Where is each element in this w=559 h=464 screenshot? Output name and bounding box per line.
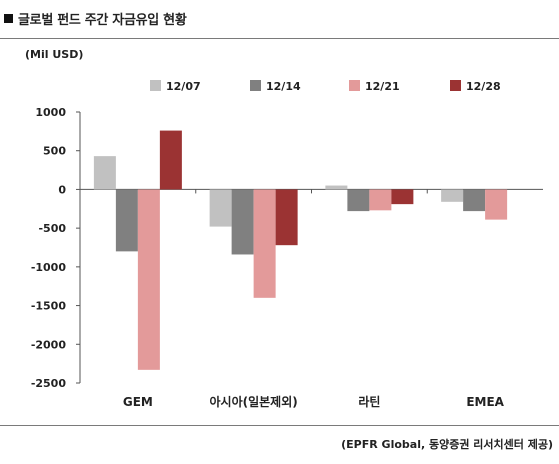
x-category-label: 아시아(일본제외) — [210, 394, 298, 409]
bottom-divider — [0, 425, 559, 426]
title-row: 글로벌 펀드 주간 자금유입 현황 — [4, 8, 187, 28]
legend-label-12/28: 12/28 — [466, 80, 501, 93]
chart-title: 글로벌 펀드 주간 자금유입 현황 — [18, 12, 187, 28]
y-tick-label: -1000 — [31, 261, 67, 274]
y-tick-label: 500 — [43, 145, 66, 158]
bar-12/28-0 — [159, 130, 182, 190]
x-category-label: EMEA — [466, 395, 504, 409]
legend-label-12/07: 12/07 — [166, 80, 201, 93]
legend-swatch-12/28 — [450, 80, 461, 91]
y-tick-label: 0 — [58, 183, 66, 196]
y-tick-label: -2000 — [31, 338, 67, 351]
bar-12/21-0 — [137, 189, 160, 370]
bar-12/21-3 — [485, 189, 508, 220]
legend-label-12/14: 12/14 — [266, 80, 301, 93]
x-category-label: 라틴 — [358, 394, 380, 409]
legend-swatch-12/07 — [150, 80, 161, 91]
bar-12/28-2 — [391, 189, 414, 205]
bar-12/14-2 — [347, 189, 370, 212]
bar-12/21-2 — [369, 189, 392, 211]
bar-12/14-3 — [463, 189, 486, 212]
y-tick-label: 1000 — [35, 106, 66, 119]
bar-12/14-1 — [231, 189, 254, 255]
bar-12/07-2 — [325, 185, 348, 190]
bar-12/07-0 — [93, 156, 116, 190]
square-bullet-icon — [4, 13, 13, 23]
source-note: (EPFR Global, 동양증권 리서치센터 제공) — [341, 438, 553, 451]
y-tick-label: -2500 — [31, 377, 67, 390]
bar-12/14-0 — [115, 189, 138, 252]
top-divider — [0, 38, 559, 39]
bar-12/07-3 — [441, 189, 464, 202]
legend-label-12/21: 12/21 — [365, 80, 400, 93]
y-tick-label: -500 — [38, 222, 66, 235]
unit-label: (Mil USD) — [25, 48, 84, 61]
y-tick-label: -1500 — [31, 300, 67, 313]
x-category-label: GEM — [123, 395, 153, 409]
bar-12/21-1 — [253, 189, 276, 298]
bar-12/07-1 — [209, 189, 232, 227]
legend-swatch-12/21 — [349, 80, 360, 91]
bar-12/28-1 — [275, 189, 298, 246]
legend-swatch-12/14 — [250, 80, 261, 91]
